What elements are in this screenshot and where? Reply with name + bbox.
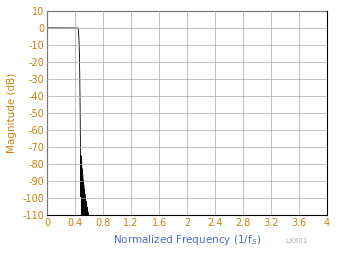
Y-axis label: Magnitude (dB): Magnitude (dB) [7,73,17,153]
X-axis label: Normalized Frequency (1/f$_S$): Normalized Frequency (1/f$_S$) [113,233,261,247]
Text: LXX01: LXX01 [285,238,308,244]
